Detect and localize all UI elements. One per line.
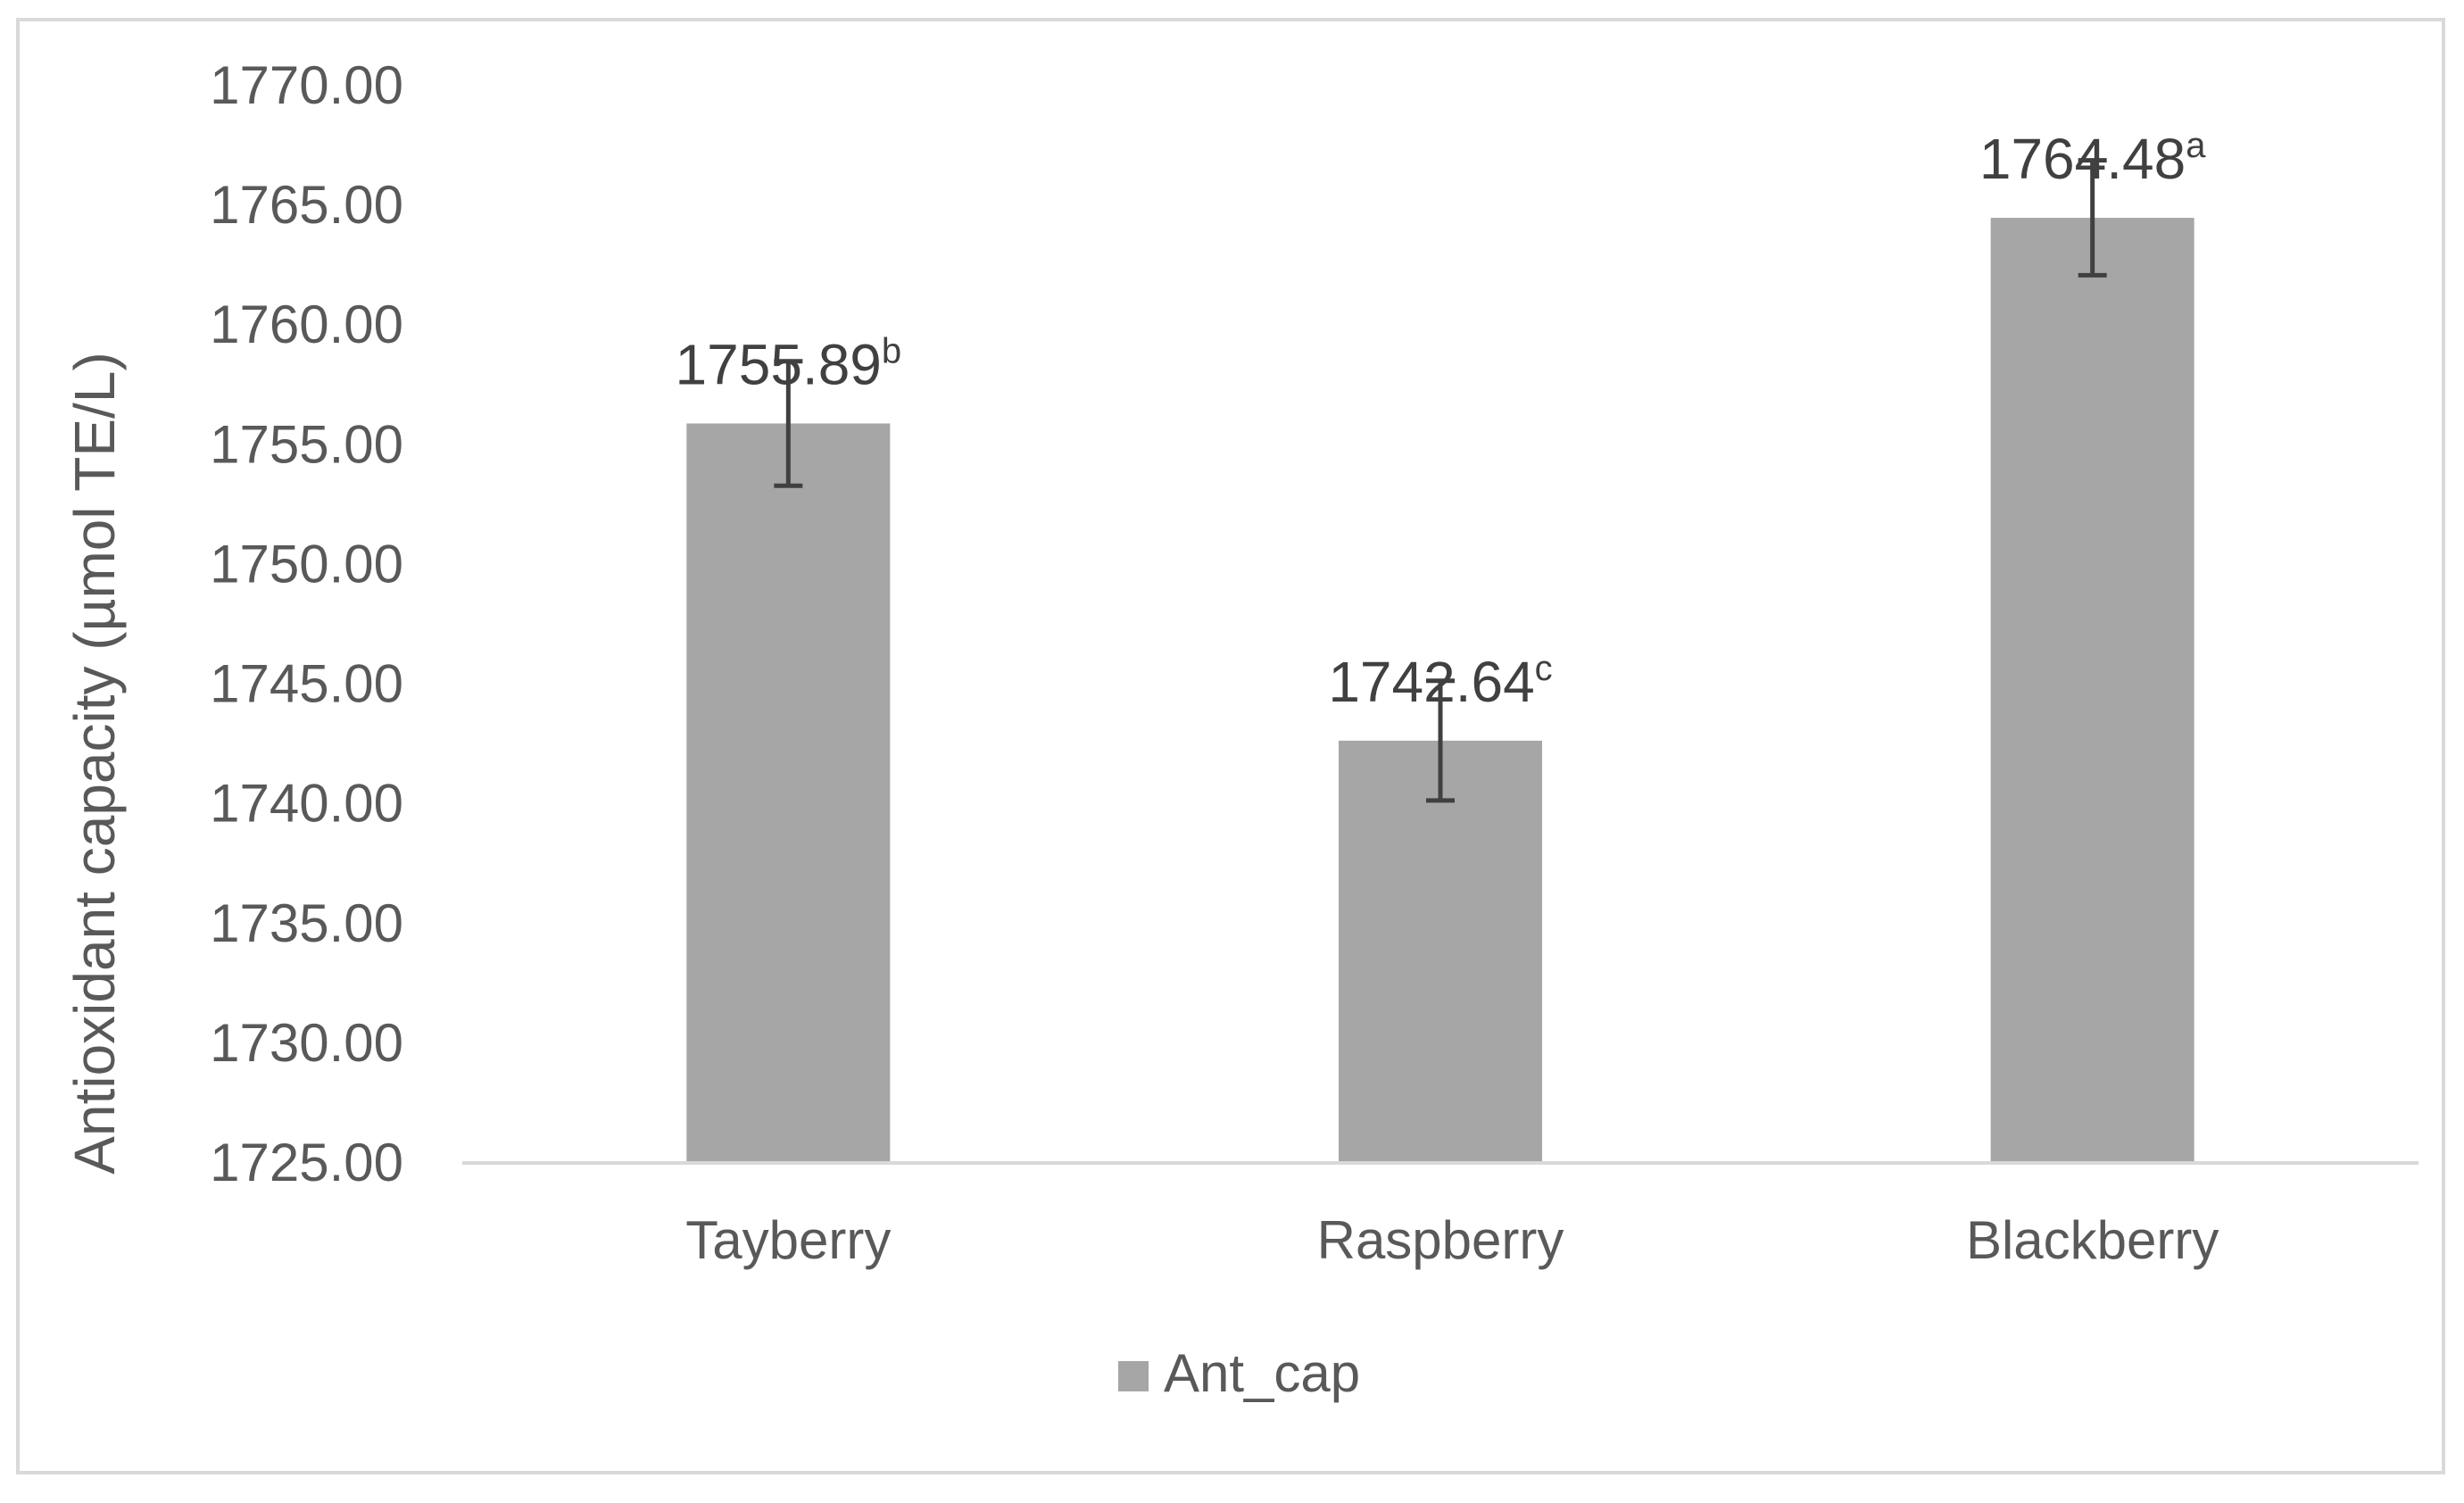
error-bar-raspberry	[1426, 678, 1455, 803]
data-label-value: 1755.89	[676, 332, 882, 396]
y-tick-label: 1740.00	[210, 774, 403, 834]
data-label-tayberry: 1755.89b	[676, 331, 902, 396]
error-bar-tayberry	[774, 359, 803, 488]
x-category-label: Raspberry	[1317, 1210, 1564, 1270]
x-category-label: Tayberry	[685, 1210, 891, 1270]
y-axis-ticks: 1725.00 1730.00 1735.00 1740.00 1745.00 1750.…	[210, 55, 403, 1192]
data-label-blackberry: 1764.48a	[1979, 126, 2206, 191]
data-label-value: 1742.64	[1328, 650, 1534, 714]
error-bar-blackberry	[2078, 158, 2107, 278]
y-tick-label: 1725.00	[210, 1133, 403, 1192]
y-tick-label: 1730.00	[210, 1013, 403, 1073]
y-tick-label: 1765.00	[210, 175, 403, 235]
y-tick-label: 1750.00	[210, 534, 403, 594]
bars	[686, 218, 2194, 1163]
data-labels: 1755.89b 1742.64c 1764.48a	[676, 126, 2207, 714]
legend-swatch	[1118, 1361, 1149, 1391]
error-bars	[774, 158, 2107, 803]
y-tick-label: 1745.00	[210, 654, 403, 714]
y-axis-title: Antioxidant capacity (µmol TE/L)	[62, 352, 127, 1174]
bar-blackberry	[1990, 218, 2194, 1163]
bar-raspberry	[1339, 740, 1542, 1163]
data-label-raspberry: 1742.64c	[1328, 649, 1552, 714]
x-axis-categories: Tayberry Raspberry Blackberry	[685, 1210, 2219, 1270]
legend: Ant_cap	[1118, 1343, 1360, 1403]
y-tick-label: 1770.00	[210, 55, 403, 115]
data-label-superscript: c	[1535, 649, 1553, 688]
y-tick-label: 1760.00	[210, 295, 403, 354]
data-label-superscript: a	[2186, 126, 2206, 165]
data-label-value: 1764.48	[1979, 127, 2186, 191]
x-category-label: Blackberry	[1966, 1210, 2219, 1270]
y-tick-label: 1735.00	[210, 893, 403, 953]
bar-tayberry	[686, 423, 891, 1163]
y-tick-label: 1755.00	[210, 414, 403, 474]
legend-label: Ant_cap	[1164, 1343, 1360, 1403]
data-label-superscript: b	[882, 331, 901, 370]
